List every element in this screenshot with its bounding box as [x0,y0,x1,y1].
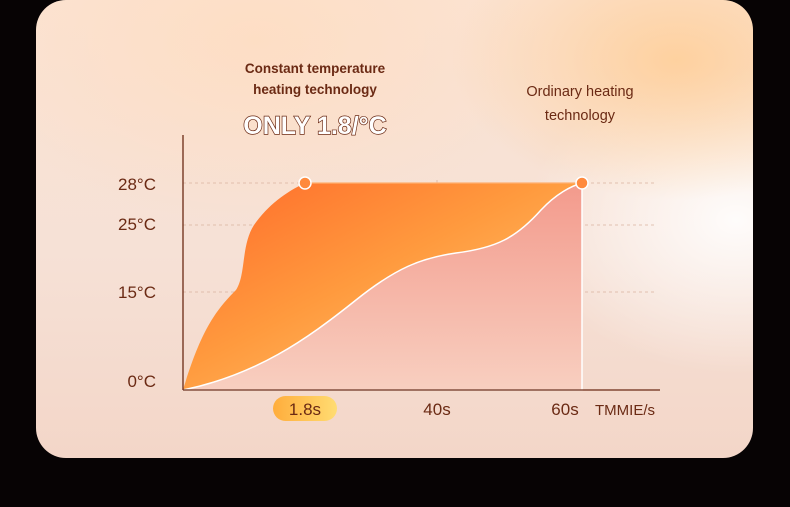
y-tick-label: 15°C [118,283,156,302]
x-tick-label: 1.8s [289,400,321,419]
ordinary-peak-marker [575,176,589,190]
ordinary-annotation-line1: Ordinary heating [526,84,633,100]
x-tick-label: 40s [423,400,450,419]
highlight-annotation: ONLY 1.8/°C [243,112,386,140]
chart-card: 28°C 25°C 15°C 0°C 1.8s 40s 60s TMMIE/s … [36,0,753,458]
x-tick-label: 60s [551,400,578,419]
constant-peak-marker [298,176,312,190]
highlight-badge [273,396,337,421]
y-tick-label: 25°C [118,215,156,234]
y-tick-label: 0°C [127,372,156,391]
temperature-chart: 28°C 25°C 15°C 0°C 1.8s 40s 60s TMMIE/s … [118,61,660,421]
y-tick-label: 28°C [118,175,156,194]
constant-annotation-line1: Constant temperature [245,61,386,76]
ordinary-annotation-line2: technology [545,108,616,124]
ordinary-heating-area [182,182,583,391]
x-axis-label: TMMIE/s [595,402,655,419]
constant-annotation-line2: heating technology [253,82,377,97]
